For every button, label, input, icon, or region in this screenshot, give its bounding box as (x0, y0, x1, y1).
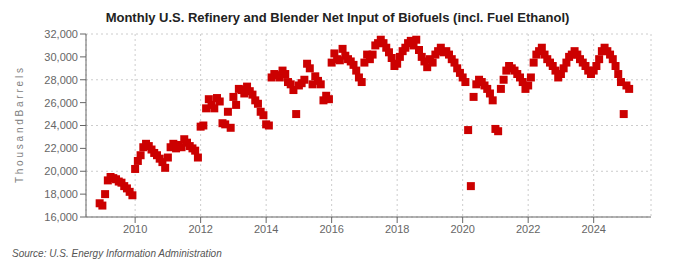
svg-text:2018: 2018 (385, 223, 409, 235)
svg-text:2020: 2020 (450, 223, 474, 235)
svg-text:2022: 2022 (516, 223, 540, 235)
html-text:Monthly U.S. Refinery and Blen: Monthly U.S. Refinery and Blender Net In… (105, 10, 570, 25)
svg-text:2016: 2016 (319, 223, 343, 235)
html-text:Source: U.S. Energy Informatio: Source: U.S. Energy Information Administ… (12, 248, 222, 259)
svg-text:18,000: 18,000 (44, 188, 78, 200)
svg-text:30,000: 30,000 (44, 51, 78, 63)
svg-text:2014: 2014 (254, 223, 278, 235)
svg-text:22,000: 22,000 (44, 142, 78, 154)
svg-text:24,000: 24,000 (44, 119, 78, 131)
svg-text:2012: 2012 (188, 223, 212, 235)
svg-text:20,000: 20,000 (44, 165, 78, 177)
svg-text:28,000: 28,000 (44, 74, 78, 86)
svg-text:2010: 2010 (123, 223, 147, 235)
svg-text:26,000: 26,000 (44, 97, 78, 109)
svg-text:16,000: 16,000 (44, 211, 78, 223)
svg-text:2024: 2024 (581, 223, 605, 235)
svg-text:32,000: 32,000 (44, 28, 78, 40)
svg-text:T h o u s a n d B a r r e l s: T h o u s a n d B a r r e l s (14, 68, 25, 183)
